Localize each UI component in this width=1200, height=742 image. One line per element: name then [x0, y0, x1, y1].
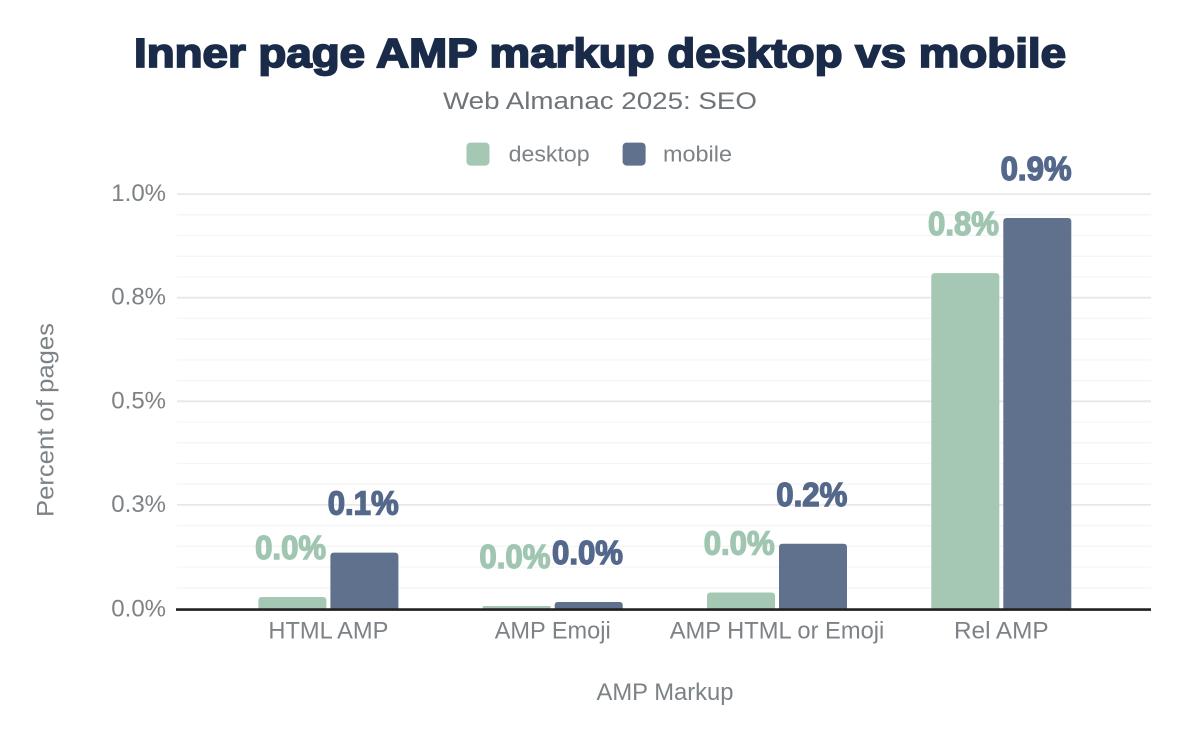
svg-text:HTML AMP: HTML AMP	[268, 618, 388, 645]
svg-text:Rel AMP: Rel AMP	[954, 618, 1049, 645]
svg-text:0.5%: 0.5%	[111, 387, 166, 414]
svg-text:0.0%: 0.0%	[704, 525, 775, 562]
svg-text:0.0%: 0.0%	[111, 596, 166, 623]
svg-text:0.0%: 0.0%	[479, 538, 550, 575]
svg-text:0.0%: 0.0%	[552, 534, 623, 571]
svg-text:Inner page AMP markup desktop: Inner page AMP markup desktop vs mobile	[134, 30, 1066, 76]
svg-text:mobile: mobile	[663, 142, 732, 167]
svg-text:AMP HTML or Emoji: AMP HTML or Emoji	[670, 618, 885, 645]
svg-text:0.9%: 0.9%	[1001, 150, 1072, 187]
svg-text:0.2%: 0.2%	[776, 476, 847, 513]
svg-text:0.8%: 0.8%	[111, 284, 166, 311]
svg-text:Percent of pages: Percent of pages	[33, 323, 60, 517]
svg-text:0.8%: 0.8%	[928, 205, 999, 242]
svg-text:AMP Emoji: AMP Emoji	[495, 618, 611, 645]
svg-text:1.0%: 1.0%	[111, 180, 166, 207]
svg-text:desktop: desktop	[509, 142, 590, 167]
svg-text:0.1%: 0.1%	[328, 485, 399, 522]
svg-text:0.3%: 0.3%	[111, 491, 166, 518]
svg-text:0.0%: 0.0%	[255, 529, 326, 566]
svg-text:Web Almanac 2025: SEO: Web Almanac 2025: SEO	[443, 88, 757, 115]
svg-text:AMP Markup: AMP Markup	[597, 679, 734, 706]
